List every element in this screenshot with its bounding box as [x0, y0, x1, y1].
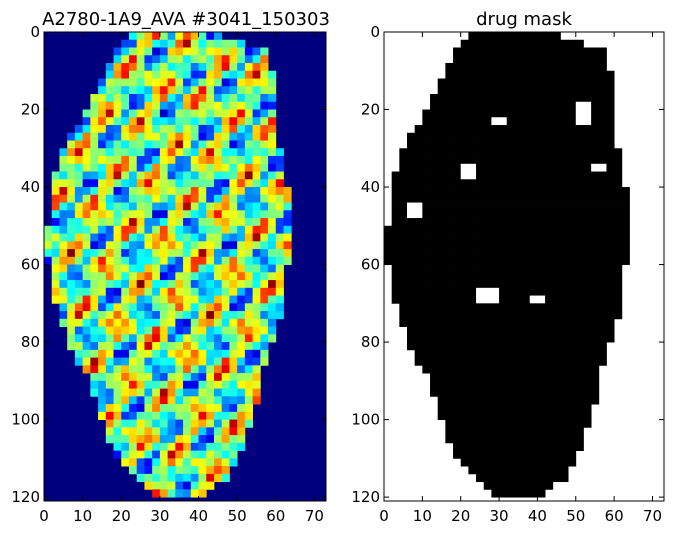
x-tick-label: 60	[266, 507, 285, 525]
x-tick-label: 70	[643, 507, 662, 525]
x-tick-label: 50	[228, 507, 247, 525]
y-tick-label: 40	[361, 178, 380, 196]
y-tick-label: 40	[21, 178, 40, 196]
x-tick-label: 0	[379, 507, 389, 525]
x-tick-label: 70	[305, 507, 324, 525]
y-tick-label: 80	[361, 333, 380, 351]
x-tick-label: 60	[605, 507, 624, 525]
y-tick-label: 60	[361, 256, 380, 274]
y-tick-label: 0	[30, 23, 40, 41]
x-tick-label: 40	[189, 507, 208, 525]
x-tick-label: 10	[73, 507, 92, 525]
y-tick-label: 60	[21, 256, 40, 274]
heatmap-y-axis: 0 20 40 60 80 100 120	[11, 23, 326, 506]
y-tick-label: 80	[21, 333, 40, 351]
x-tick-label: 20	[451, 507, 470, 525]
mask-frame	[383, 31, 665, 502]
y-tick-label: 20	[21, 101, 40, 119]
y-tick-label: 100	[11, 411, 40, 429]
x-tick-label: 10	[413, 507, 432, 525]
x-tick-label: 30	[150, 507, 169, 525]
heatmap-frame	[43, 31, 327, 502]
y-tick-label: 20	[361, 101, 380, 119]
y-tick-label: 100	[351, 411, 380, 429]
x-tick-label: 0	[39, 507, 49, 525]
y-tick-label: 120	[11, 488, 40, 506]
mask-title: drug mask	[476, 9, 572, 30]
heatmap-x-axis: 0 10 20 30 40 50 60 70	[39, 32, 324, 525]
heatmap-title: A2780-1A9_AVA #3041_150303	[42, 9, 330, 30]
mask-y-axis: 0 20 40 60 80 100 120	[351, 23, 664, 506]
y-tick-label: 120	[351, 488, 380, 506]
x-tick-label: 20	[112, 507, 131, 525]
mask-image	[384, 32, 664, 501]
x-tick-label: 30	[490, 507, 509, 525]
x-tick-label: 40	[528, 507, 547, 525]
heatmap-panel: A2780-1A9_AVA #3041_150303 0 10 20 30 40 50 60…	[11, 9, 330, 525]
y-tick-label: 0	[370, 23, 380, 41]
mask-x-axis: 0 10 20 30 40 50 60 70	[379, 32, 662, 525]
x-tick-label: 50	[566, 507, 585, 525]
heatmap-image	[44, 32, 326, 501]
mask-panel: drug mask 0 10 20 30 40 50 60 70 0 20 40 60 80 100 12…	[351, 9, 665, 525]
